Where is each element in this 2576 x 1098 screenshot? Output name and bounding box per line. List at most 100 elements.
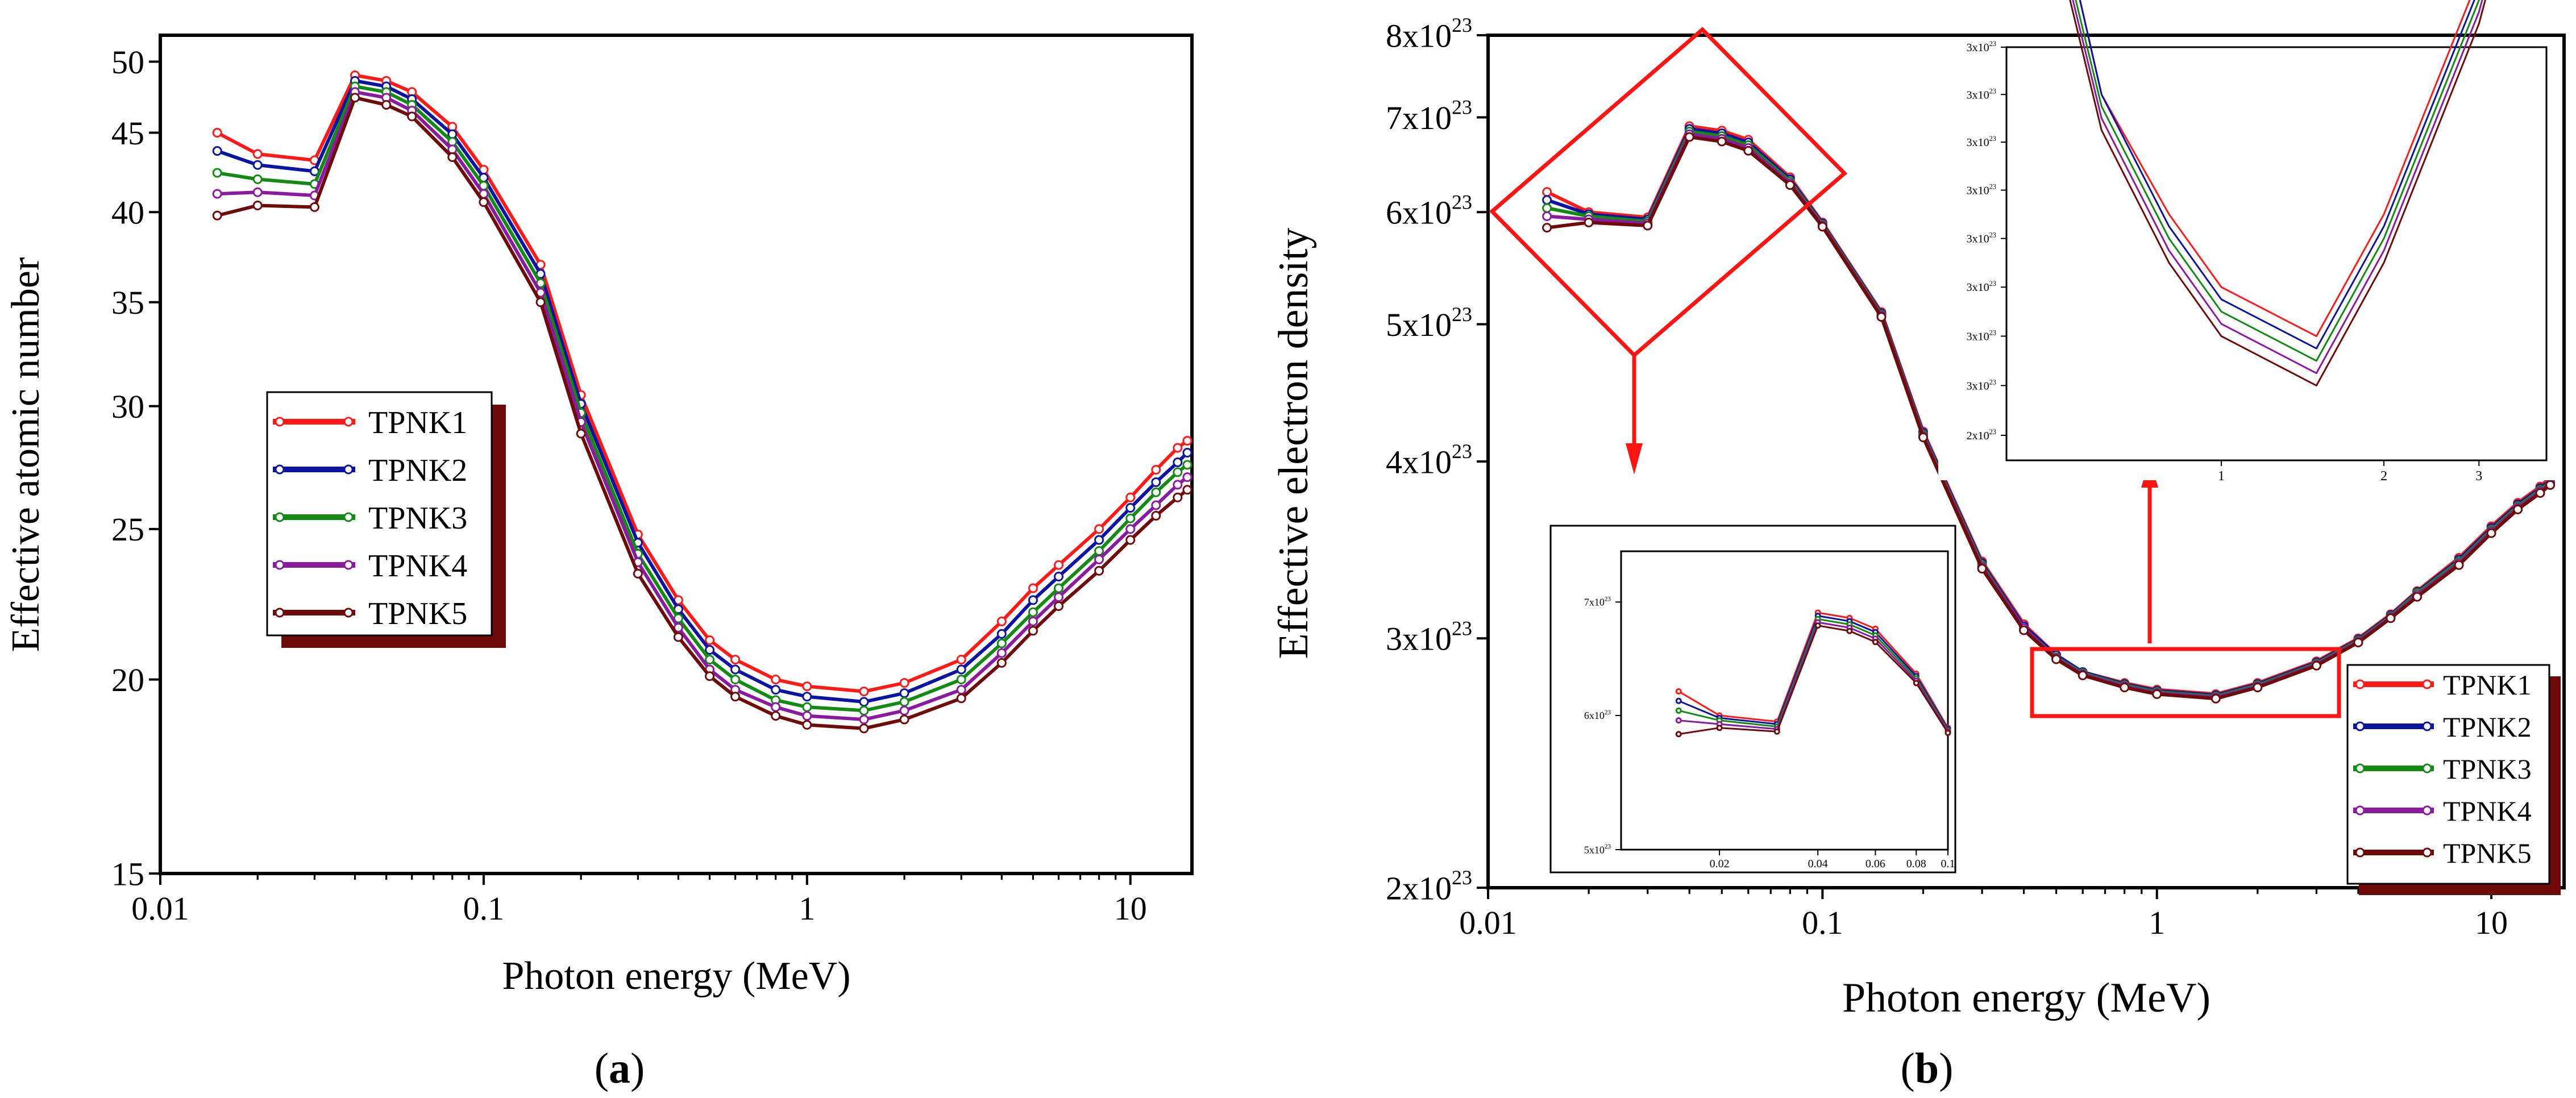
y-tick-label: 3x1023 xyxy=(1967,378,1996,392)
panel-a-x-axis: 0.01 0.1 1 10 15 20 25 30 35 40 45 50 xyxy=(111,44,1147,927)
data-point xyxy=(673,632,683,642)
data-point xyxy=(899,697,909,707)
panel-a-legend-item-tpnk2: TPNK2 xyxy=(273,453,467,488)
data-point xyxy=(1054,601,1064,612)
data-point xyxy=(2211,693,2221,704)
series-line xyxy=(1678,615,1949,730)
data-point xyxy=(899,705,909,716)
x-tick-label: 0.1 xyxy=(463,890,505,927)
data-point xyxy=(381,99,392,110)
data-point xyxy=(2311,660,2321,671)
data-point xyxy=(1876,312,1887,322)
panel-a-legend-item-tpnk4: TPNK4 xyxy=(273,548,467,584)
data-point xyxy=(1542,203,1552,213)
zoom-region-minimum xyxy=(2030,647,2341,718)
y-tick-label: 30 xyxy=(111,388,144,425)
data-point xyxy=(1125,513,1136,523)
data-point xyxy=(2019,625,2029,635)
data-point xyxy=(956,655,966,665)
data-point xyxy=(1182,472,1193,483)
inset-low-energy: 0.02 0.04 0.06 0.08 0.1 5x1023 6x1023 7x1023 xyxy=(1549,525,1956,874)
data-point xyxy=(1173,480,1183,490)
data-point xyxy=(1542,187,1552,197)
x-tick-label: 1 xyxy=(799,890,815,927)
y-tick-label: 40 xyxy=(111,194,144,231)
y-tick-label: 3x1023 xyxy=(1386,617,1472,657)
x-tick-label: 2 xyxy=(2380,469,2387,484)
series-tpnk1 xyxy=(212,70,1193,697)
series-tpnk2 xyxy=(212,76,1193,707)
data-point xyxy=(771,702,781,712)
x-tick-label: 1 xyxy=(2149,904,2165,941)
y-tick-label: 5x1023 xyxy=(1386,303,1472,343)
data-point xyxy=(730,692,741,702)
panel-a: 0.01 0.1 1 10 15 20 25 30 35 40 45 50 TPNK1 TPNK2 xyxy=(4,34,1194,1092)
y-tick-label: 25 xyxy=(111,511,144,548)
data-point xyxy=(252,200,263,210)
data-point xyxy=(2454,560,2464,570)
data-point xyxy=(1054,571,1064,581)
y-tick-label: 7x1023 xyxy=(1584,596,1611,608)
series-tpnk5 xyxy=(1675,622,1951,738)
x-tick-label: 0.08 xyxy=(1906,858,1926,870)
y-tick-label: 50 xyxy=(111,44,144,81)
data-point xyxy=(705,644,715,655)
legend-label: TPNK1 xyxy=(368,405,467,440)
x-tick-label: 0.04 xyxy=(1808,858,1828,870)
data-point xyxy=(252,174,263,184)
data-point xyxy=(1173,467,1183,477)
series-tpnk2 xyxy=(2079,0,2475,350)
data-point xyxy=(1675,717,1682,724)
data-point xyxy=(899,678,909,688)
series-tpnk5 xyxy=(1542,132,2556,704)
legend-label: TPNK2 xyxy=(368,453,467,488)
data-point xyxy=(2535,488,2545,498)
data-point xyxy=(996,658,1007,668)
series-tpnk1 xyxy=(2079,0,2471,338)
data-point xyxy=(771,685,781,695)
panel-b-legend-item-tpnk1: TPNK1 xyxy=(2353,669,2532,701)
data-point xyxy=(1872,639,1879,646)
data-point xyxy=(1846,627,1853,634)
x-tick-label: 3 xyxy=(2475,469,2482,484)
y-tick-label: 35 xyxy=(111,284,144,321)
series-line xyxy=(1678,618,1949,731)
data-point xyxy=(1028,595,1038,605)
data-point xyxy=(1094,565,1104,576)
data-point xyxy=(859,723,869,734)
legend-label: TPNK3 xyxy=(2443,753,2532,785)
x-tick-label: 0.1 xyxy=(1941,858,1955,870)
y-tick-label: 3x1023 xyxy=(1967,231,1996,246)
panel-b-legend-item-tpnk3: TPNK3 xyxy=(2353,753,2532,785)
data-point xyxy=(1028,583,1038,593)
data-point xyxy=(1173,458,1183,468)
arrow-down-head-icon xyxy=(1626,443,1643,475)
data-point xyxy=(996,648,1007,658)
data-point xyxy=(730,675,741,685)
data-point xyxy=(1684,132,1694,142)
data-point xyxy=(802,692,812,702)
series-tpnk4 xyxy=(212,87,1193,725)
data-point xyxy=(802,681,812,692)
data-point xyxy=(2253,683,2263,693)
data-point xyxy=(212,210,222,221)
data-point xyxy=(771,711,781,721)
panel-b-x-axis-label: Photon energy (MeV) xyxy=(1842,975,2211,1021)
data-point xyxy=(1785,180,1795,190)
y-tick-label: 2x1023 xyxy=(1386,866,1472,906)
data-point xyxy=(1643,221,1653,231)
data-point xyxy=(1773,728,1780,735)
series-line xyxy=(1678,625,1949,735)
data-point xyxy=(730,664,741,675)
data-point xyxy=(2051,654,2062,664)
data-point xyxy=(859,687,869,697)
y-tick-label: 45 xyxy=(111,115,144,152)
data-point xyxy=(1054,560,1064,570)
y-tick-label: 8x1023 xyxy=(1386,14,1472,54)
data-point xyxy=(1743,145,1754,156)
y-tick-label: 5x1023 xyxy=(1584,843,1611,855)
panel-a-series xyxy=(212,70,1193,734)
data-point xyxy=(407,111,417,122)
data-point xyxy=(705,671,715,681)
